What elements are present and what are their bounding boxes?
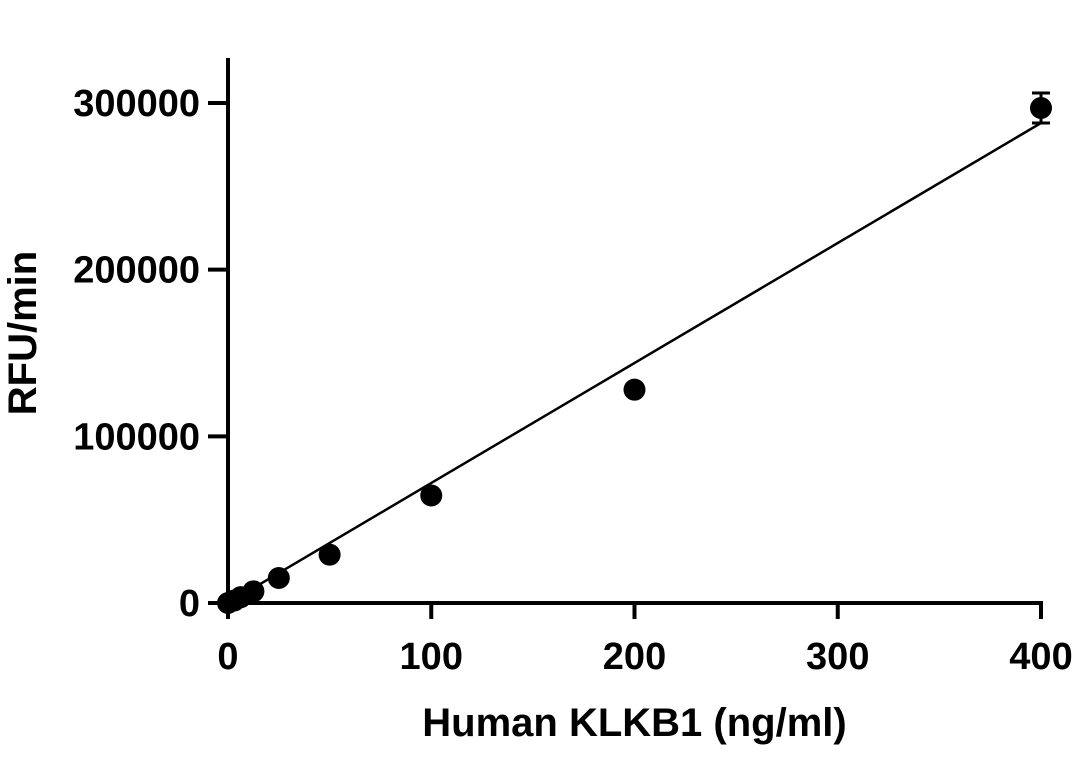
linear-fit-line bbox=[227, 121, 1042, 605]
y-tick-label: 0 bbox=[179, 583, 200, 625]
data-point bbox=[242, 580, 265, 603]
x-tick-label: 400 bbox=[1009, 636, 1072, 678]
x-tick-label: 100 bbox=[400, 636, 463, 678]
y-tick-label: 300000 bbox=[73, 83, 200, 125]
x-tick-label: 0 bbox=[217, 636, 238, 678]
data-point bbox=[267, 567, 290, 589]
y-tick-label: 200000 bbox=[73, 250, 200, 292]
data-point bbox=[1030, 97, 1052, 119]
y-tick-label: 100000 bbox=[73, 416, 200, 458]
data-point bbox=[623, 378, 646, 401]
fit-line-group bbox=[227, 121, 1042, 605]
data-points bbox=[217, 91, 1052, 614]
ticks: 0 100 200 300 400 0 100000 200000 300000 bbox=[73, 83, 1073, 678]
x-tick-label: 300 bbox=[806, 636, 869, 678]
x-tick-label: 200 bbox=[603, 636, 666, 678]
data-point bbox=[318, 543, 341, 566]
axes bbox=[226, 58, 1043, 605]
y-axis-label: RFU/min bbox=[1, 251, 45, 415]
data-point bbox=[420, 484, 443, 507]
x-axis-label: Human KLKB1 (ng/ml) bbox=[422, 701, 846, 745]
